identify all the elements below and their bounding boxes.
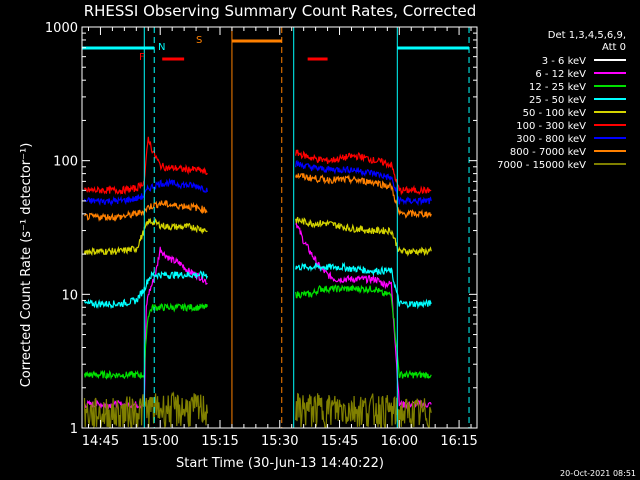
- legend-label: 3 - 6 keV: [542, 56, 586, 67]
- axes: 14:45 15:00 15:15 15:30 15:45 16:00 16:15 1 10 10…: [45, 21, 478, 449]
- legend-label: 100 - 300 keV: [516, 121, 586, 132]
- series-line: [295, 149, 432, 196]
- y-tick-label: 1: [70, 422, 78, 437]
- series-line: [295, 183, 432, 361]
- y-tick-label: 100: [53, 155, 78, 170]
- series-line: [83, 136, 208, 195]
- series-800-7000-kev: [84, 173, 432, 222]
- y-axis-label: Corrected Count Rate (s⁻¹ detector⁻¹): [19, 143, 34, 388]
- series-line: [295, 216, 432, 257]
- series-line: [83, 302, 208, 381]
- plot-area: F N S: [82, 27, 470, 430]
- legend-label: 6 - 12 keV: [535, 69, 586, 80]
- timestamp-footer: 20-Oct-2021 08:51: [560, 469, 636, 478]
- x-tick-label: 15:15: [201, 434, 238, 449]
- x-tick-label: 15:00: [141, 434, 178, 449]
- legend-label: 7000 - 15000 keV: [497, 160, 586, 171]
- legend-header: Det 1,3,4,5,6,9,: [548, 30, 626, 41]
- series-line: [295, 173, 432, 219]
- series-25-50-kev: [83, 261, 432, 310]
- x-tick-label: 14:45: [82, 434, 119, 449]
- legend-label: 12 - 25 keV: [529, 82, 586, 93]
- x-tick-label: 16:00: [381, 434, 418, 449]
- flag-label-f: F: [139, 52, 145, 63]
- series-line: [83, 217, 208, 256]
- x-tick-label: 15:45: [321, 434, 358, 449]
- legend-label: 25 - 50 keV: [529, 95, 586, 106]
- legend-label: 50 - 100 keV: [523, 108, 587, 119]
- series-line: [83, 177, 208, 207]
- series-line: [83, 270, 208, 310]
- legend-label: 300 - 800 keV: [516, 134, 586, 145]
- series-300-800-kev: [83, 160, 432, 207]
- series-100-300-kev: [83, 136, 432, 196]
- flag-label-n: N: [158, 42, 165, 53]
- y-tick-label: 10: [61, 288, 78, 303]
- series-7000-15000-kev: [83, 391, 432, 430]
- series-12-25-kev: [83, 284, 432, 381]
- chart-title: RHESSI Observing Summary Count Rates, Co…: [84, 2, 477, 20]
- series-50-100-kev: [83, 216, 432, 257]
- series-line: [83, 246, 208, 410]
- legend-header: Att 0: [602, 42, 626, 53]
- flag-label-s: S: [196, 35, 202, 46]
- series-line: [83, 391, 208, 430]
- y-tick-label: 1000: [45, 21, 78, 36]
- series-line: [295, 392, 432, 428]
- legend-label: 800 - 7000 keV: [510, 147, 586, 158]
- series-line: [295, 284, 432, 379]
- x-tick-label: 15:30: [261, 434, 298, 449]
- series-line: [295, 261, 432, 310]
- legend: Det 1,3,4,5,6,9,Att 0 3 - 6 keV 6 - 12 keV…: [497, 30, 626, 171]
- series-line: [295, 160, 432, 207]
- plot-frame: [81, 26, 478, 429]
- series-line: [84, 199, 208, 222]
- x-tick-label: 16:15: [440, 434, 477, 449]
- x-axis-label: Start Time (30-Jun-13 14:40:22): [176, 456, 384, 471]
